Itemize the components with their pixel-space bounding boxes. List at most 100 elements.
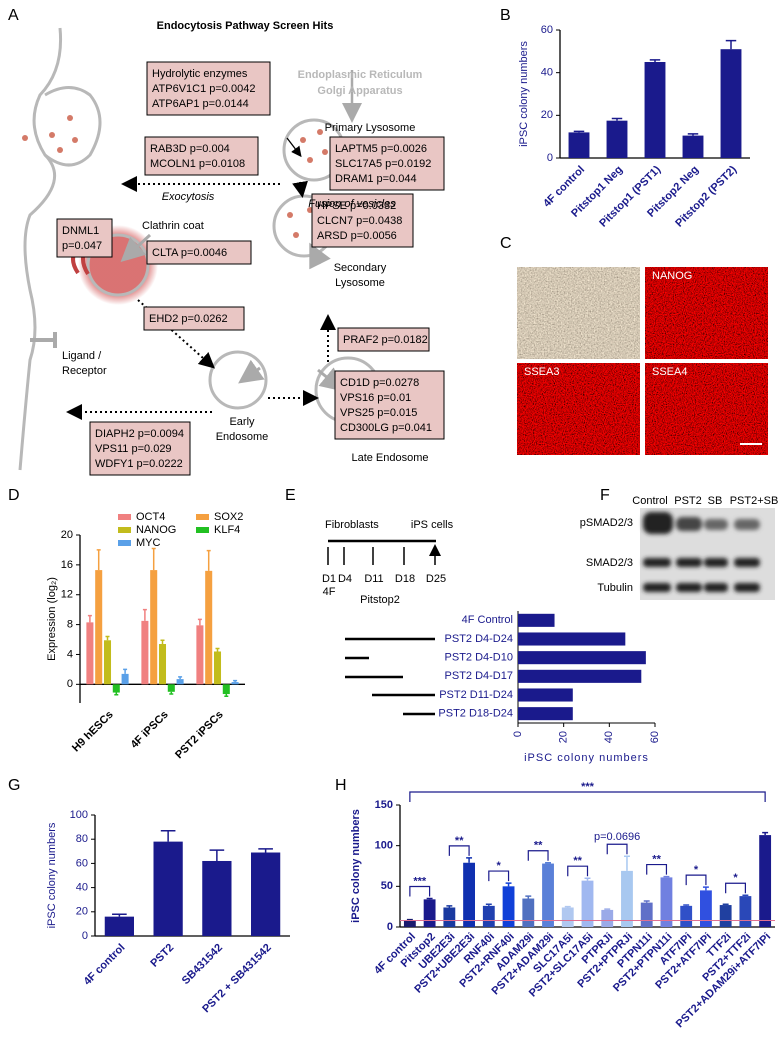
y-tick-label: PST2 D4-D24: [445, 633, 513, 645]
gene-text: LAPTM5 p=0.0026: [335, 143, 427, 155]
legend-swatch: [196, 527, 209, 533]
legend-swatch: [196, 514, 209, 520]
significance-bracket: [685, 874, 707, 886]
bar: [644, 62, 666, 158]
gene-box: [311, 193, 414, 248]
x-tick-label: 0: [512, 731, 524, 737]
gene-box: [146, 61, 271, 116]
y-tick-label: 40: [76, 882, 88, 894]
error-bar: [426, 897, 433, 900]
blot-column: PST2+SB: [730, 495, 779, 507]
blot-row: pSMAD2/3: [580, 517, 633, 529]
bar: [518, 688, 573, 702]
gene-text: VPS16 p=0.01: [340, 392, 411, 404]
bar: [205, 570, 213, 685]
bar: [739, 896, 752, 927]
y-tick-label: PST2 D18-D24: [438, 708, 513, 720]
day-label: D4: [338, 573, 352, 585]
gene-text: SLC17A5 p=0.0192: [335, 158, 431, 170]
error-bar: [206, 549, 211, 571]
y-tick-label: 0: [67, 678, 73, 690]
error-bar: [209, 849, 225, 861]
diagram-label: Clathrin coat: [142, 220, 204, 232]
bar: [682, 135, 704, 158]
legend-swatch: [118, 527, 131, 533]
y-tick-label: 0: [82, 930, 88, 942]
error-bar: [604, 908, 611, 910]
bar: [141, 620, 149, 685]
bar: [518, 669, 642, 683]
diagram-label: Exocytosis: [162, 191, 215, 203]
nanog-image: [645, 267, 768, 359]
gene-text: ATP6AP1 p=0.0144: [152, 98, 249, 110]
gene-text: VPS11 p=0.029: [95, 443, 172, 455]
gene-box: [337, 327, 430, 352]
phase-image: [517, 267, 640, 359]
error-bar: [446, 905, 453, 908]
significance-label: **: [573, 855, 582, 867]
error-bar: [224, 694, 229, 698]
treatment-label: Pitstop2: [360, 594, 400, 606]
bar: [103, 640, 112, 685]
diagram-label: Golgi Apparatus: [317, 85, 402, 97]
error-bar: [725, 39, 737, 50]
error-bar: [112, 913, 127, 917]
x-tick-label: 4F control: [81, 942, 127, 988]
error-bar: [649, 59, 661, 62]
significance-label: *: [497, 860, 502, 872]
x-tick-label: 20: [558, 731, 570, 743]
legend-label: MYC: [136, 537, 161, 549]
bar: [158, 644, 167, 685]
gene-text: DRAM1 p=0.044: [335, 173, 417, 185]
diagram-label: Receptor: [62, 365, 107, 377]
bar: [522, 898, 535, 927]
y-tick-label: 150: [375, 799, 393, 811]
gene-box: [146, 240, 252, 265]
bar: [581, 880, 594, 927]
bar: [601, 909, 614, 927]
gene-text: HPSE p=0.0332: [317, 200, 396, 212]
image-label: SSEA4: [652, 366, 687, 378]
significance-label: ***: [581, 781, 595, 793]
error-bar: [169, 691, 174, 695]
significance-bracket: [448, 845, 470, 856]
western-blot: Control PST2 SB PST2+SB pSMAD2/3 SMAD2/3…: [580, 495, 779, 600]
gene-box: [334, 370, 445, 440]
y-tick-label: 0: [547, 152, 553, 164]
bar: [502, 886, 515, 927]
bar: [150, 570, 158, 685]
significance-label: p=0.0696: [594, 831, 640, 843]
error-bar: [624, 855, 630, 871]
gene-text: CD1D p=0.0278: [340, 377, 419, 389]
error-bar: [233, 679, 238, 683]
significance-label: *: [694, 864, 699, 876]
diagram-label: Secondary: [334, 262, 387, 274]
legend-label: NANOG: [136, 524, 176, 536]
y-tick-label: 20: [76, 906, 88, 918]
gene-text: RAB3D p=0.004: [150, 143, 230, 155]
day-label: D18: [395, 573, 415, 585]
bar: [213, 651, 222, 685]
legend-swatch: [118, 540, 131, 546]
error-bar: [87, 614, 92, 623]
timeline-label: Fibroblasts: [325, 519, 379, 531]
bar: [482, 905, 495, 927]
day-label: D11: [364, 573, 383, 585]
ssea4-image: [645, 363, 768, 455]
gene-box: [56, 218, 113, 258]
bar: [153, 841, 183, 936]
panel-label: G: [8, 777, 20, 794]
panel-label: H: [335, 777, 347, 794]
y-tick-label: 100: [70, 809, 88, 821]
significance-label: *: [733, 872, 738, 884]
error-bar: [258, 848, 273, 853]
significance-bracket: [409, 791, 766, 802]
diagram-label: Fusion of vesicles: [308, 198, 396, 210]
error-bar: [96, 549, 101, 571]
error-bar: [160, 829, 176, 842]
y-tick-label: 60: [541, 24, 553, 36]
bar: [231, 682, 239, 685]
panel-label: D: [8, 487, 20, 504]
gene-box: [89, 421, 191, 476]
